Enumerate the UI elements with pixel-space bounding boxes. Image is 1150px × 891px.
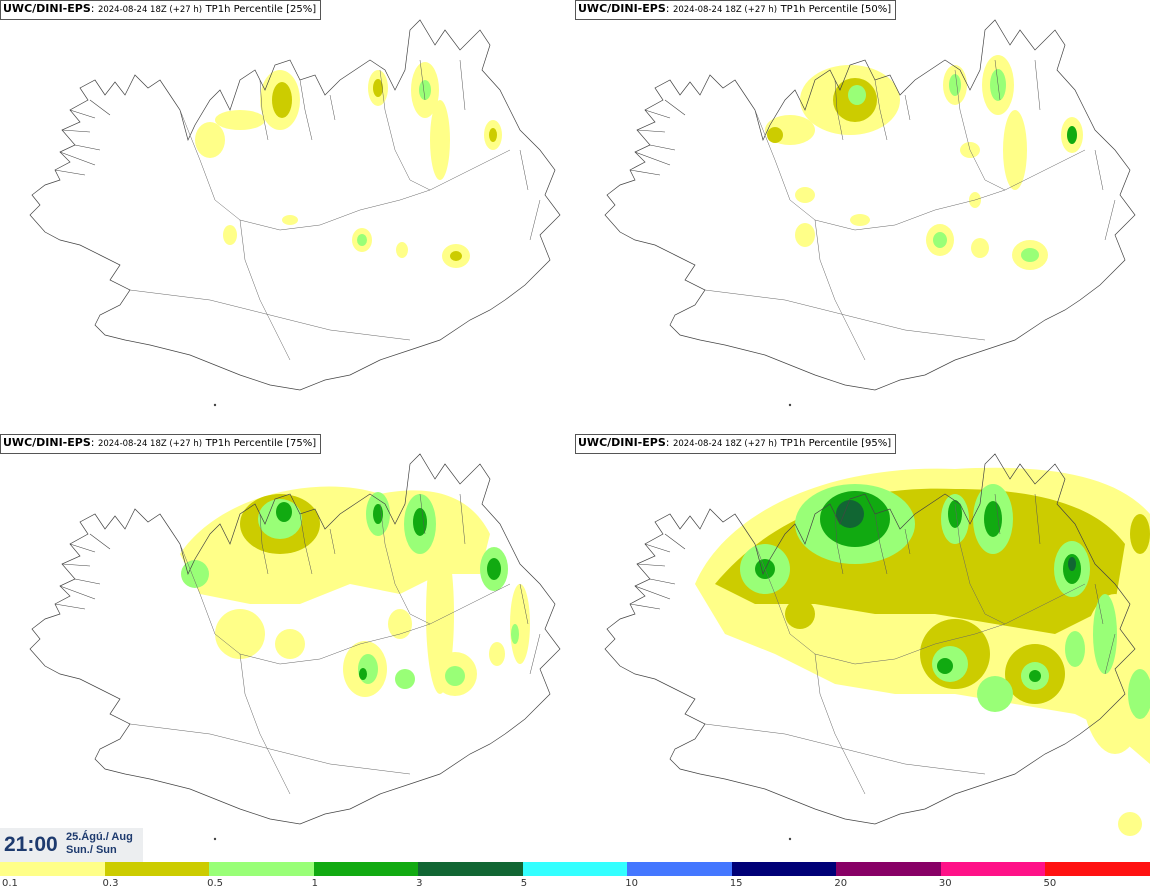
panel-title: UWC/DINI-EPS: 2024-08-24 18Z (+27 h) TP1…: [0, 434, 322, 454]
product-name: TP1h Percentile [25%]: [205, 4, 317, 15]
run-time: 2024-08-24 18Z (+27 h): [672, 5, 778, 15]
product-name: TP1h Percentile [50%]: [780, 4, 892, 15]
product-name: TP1h Percentile [75%]: [205, 438, 317, 449]
legend-ticks: 0.1 0.3 0.5 1 3 5 10 15 20 30 50: [0, 876, 1150, 891]
map-panel-p50: UWC/DINI-EPS: 2024-08-24 18Z (+27 h) TP1…: [575, 0, 1150, 434]
precip-field: [180, 486, 530, 697]
legend-color-bar: [0, 862, 1150, 876]
legend-tick-label: 1: [311, 878, 318, 889]
legend-tick-label: 5: [520, 878, 528, 889]
legend-tick-label: 3: [416, 878, 423, 889]
legend-swatch: [418, 862, 523, 876]
model-name: UWC/DINI-EPS: [578, 436, 666, 449]
panel-title: UWC/DINI-EPS: 2024-08-24 18Z (+27 h) TP1…: [575, 0, 897, 20]
legend-tick-label: 0.5: [207, 878, 223, 889]
legend-swatch: [313, 862, 419, 876]
iceland-map: [604, 19, 1136, 407]
model-name: UWC/DINI-EPS: [578, 2, 666, 15]
map-panel-p95: UWC/DINI-EPS: 2024-08-24 18Z (+27 h) TP1…: [575, 434, 1150, 868]
iceland-map: [604, 453, 1150, 841]
color-legend: 0.1 0.3 0.5 1 3 5 10 15 20 30 50: [0, 862, 1150, 891]
map-panel-p25: UWC/DINI-EPS: 2024-08-24 18Z (+27 h) TP1…: [0, 0, 575, 434]
legend-swatch: [209, 862, 314, 876]
valid-date-text: 25.Ágú./ Aug: [66, 831, 133, 843]
legend-tick-label: 20: [834, 878, 848, 889]
legend-tick-label: 0.3: [102, 878, 119, 889]
precip-field: [695, 467, 1150, 836]
model-name: UWC/DINI-EPS: [3, 436, 91, 449]
legend-tick-label: 0.1: [2, 878, 18, 889]
run-time: 2024-08-24 18Z (+27 h): [97, 5, 203, 15]
iceland-map: [29, 19, 561, 407]
valid-time: 21:00: [4, 833, 58, 856]
legend-swatch: [731, 862, 837, 876]
legend-swatch: [522, 862, 628, 876]
precip-field: [765, 55, 1083, 270]
precip-field: [195, 62, 502, 268]
legend-tick-label: 15: [729, 878, 743, 889]
legend-swatch: [627, 862, 732, 876]
map-panel-p75: UWC/DINI-EPS: 2024-08-24 18Z (+27 h) TP1…: [0, 434, 575, 868]
run-time: 2024-08-24 18Z (+27 h): [97, 439, 203, 449]
panel-title: UWC/DINI-EPS: 2024-08-24 18Z (+27 h) TP1…: [575, 434, 897, 454]
valid-date: 25.Ágú./ Aug Sun./ Sun: [66, 831, 133, 857]
run-time: 2024-08-24 18Z (+27 h): [672, 439, 778, 449]
legend-swatch: [940, 862, 1046, 876]
legend-swatch: [836, 862, 941, 876]
valid-day-text: Sun./ Sun: [66, 844, 117, 856]
legend-swatch: [1045, 862, 1150, 876]
product-name: TP1h Percentile [95%]: [780, 438, 892, 449]
legend-tick-label: 50: [1043, 878, 1057, 889]
panel-title: UWC/DINI-EPS: 2024-08-24 18Z (+27 h) TP1…: [0, 0, 322, 20]
legend-tick-label: 30: [938, 878, 952, 889]
legend-swatch: [0, 862, 105, 876]
valid-time-box: 21:00 25.Ágú./ Aug Sun./ Sun: [0, 828, 143, 862]
model-name: UWC/DINI-EPS: [3, 2, 91, 15]
legend-swatch: [104, 862, 210, 876]
iceland-map: [29, 453, 561, 841]
legend-tick-label: 10: [625, 878, 638, 889]
